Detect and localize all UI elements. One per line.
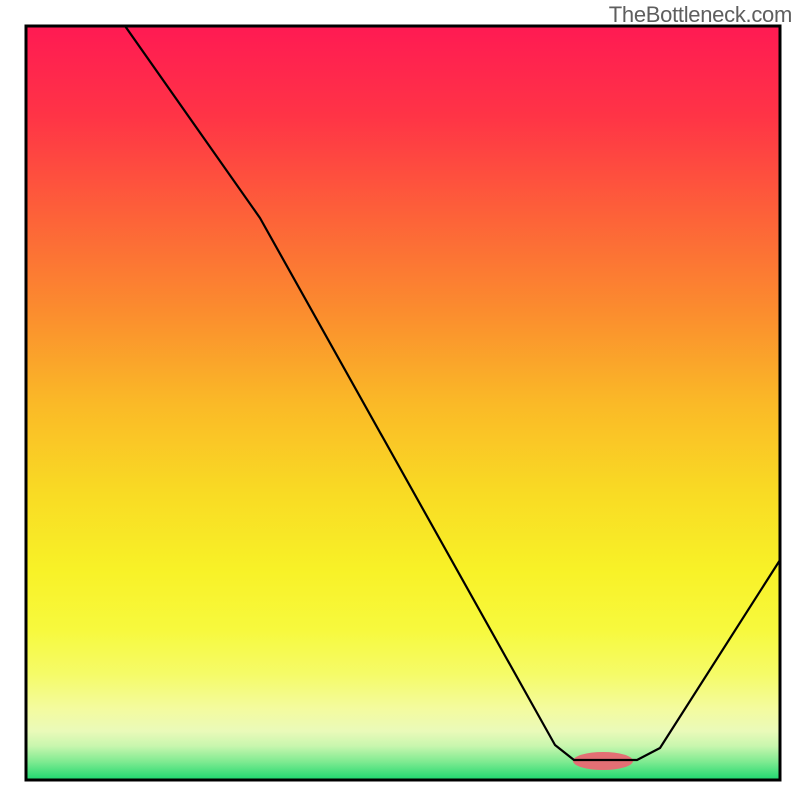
bottleneck-chart xyxy=(0,0,800,800)
plot-background xyxy=(26,26,780,780)
